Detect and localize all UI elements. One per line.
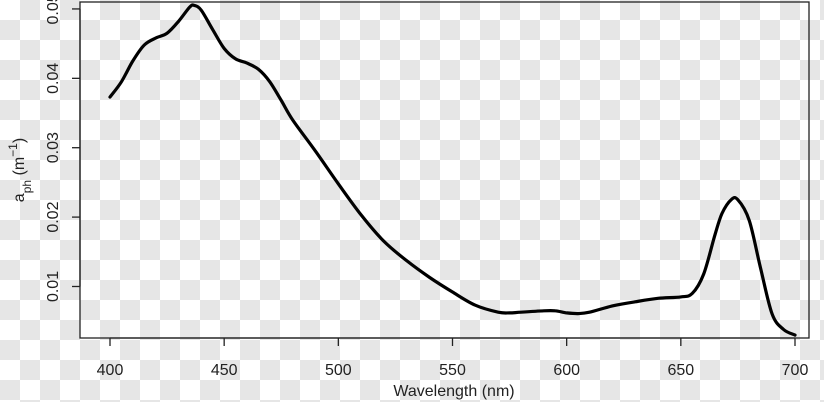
y-tick-label: 0.05 bbox=[45, 0, 62, 25]
y-axis-title-superscript: −1 bbox=[6, 143, 20, 157]
x-tick-label: 700 bbox=[782, 362, 809, 379]
series-line bbox=[108, 3, 797, 337]
y-axis-title-base: a bbox=[11, 193, 28, 202]
x-tick-label: 500 bbox=[325, 362, 352, 379]
x-tick-label: 650 bbox=[667, 362, 694, 379]
x-tick-label: 450 bbox=[211, 362, 238, 379]
x-tick-label: 550 bbox=[439, 362, 466, 379]
y-axis-title-unit: (m bbox=[11, 157, 28, 180]
y-axis-title-unit-close: ) bbox=[11, 138, 28, 143]
x-tick-label: 400 bbox=[97, 362, 124, 379]
x-tick-label: 600 bbox=[553, 362, 580, 379]
y-tick-label: 0.04 bbox=[45, 63, 62, 94]
y-tick-label: 0.01 bbox=[45, 271, 62, 302]
y-axis: 0.01 0.02 0.03 0.04 0.05 bbox=[45, 0, 81, 302]
y-tick-label: 0.02 bbox=[45, 201, 62, 232]
x-axis-title: Wavelength (nm) bbox=[393, 383, 514, 400]
y-axis-title: aph (m−1) bbox=[6, 138, 34, 202]
y-axis-title-subscript: ph bbox=[20, 180, 34, 193]
y-tick-label: 0.03 bbox=[45, 132, 62, 163]
x-axis: 400 450 500 550 600 650 700 bbox=[97, 337, 809, 379]
